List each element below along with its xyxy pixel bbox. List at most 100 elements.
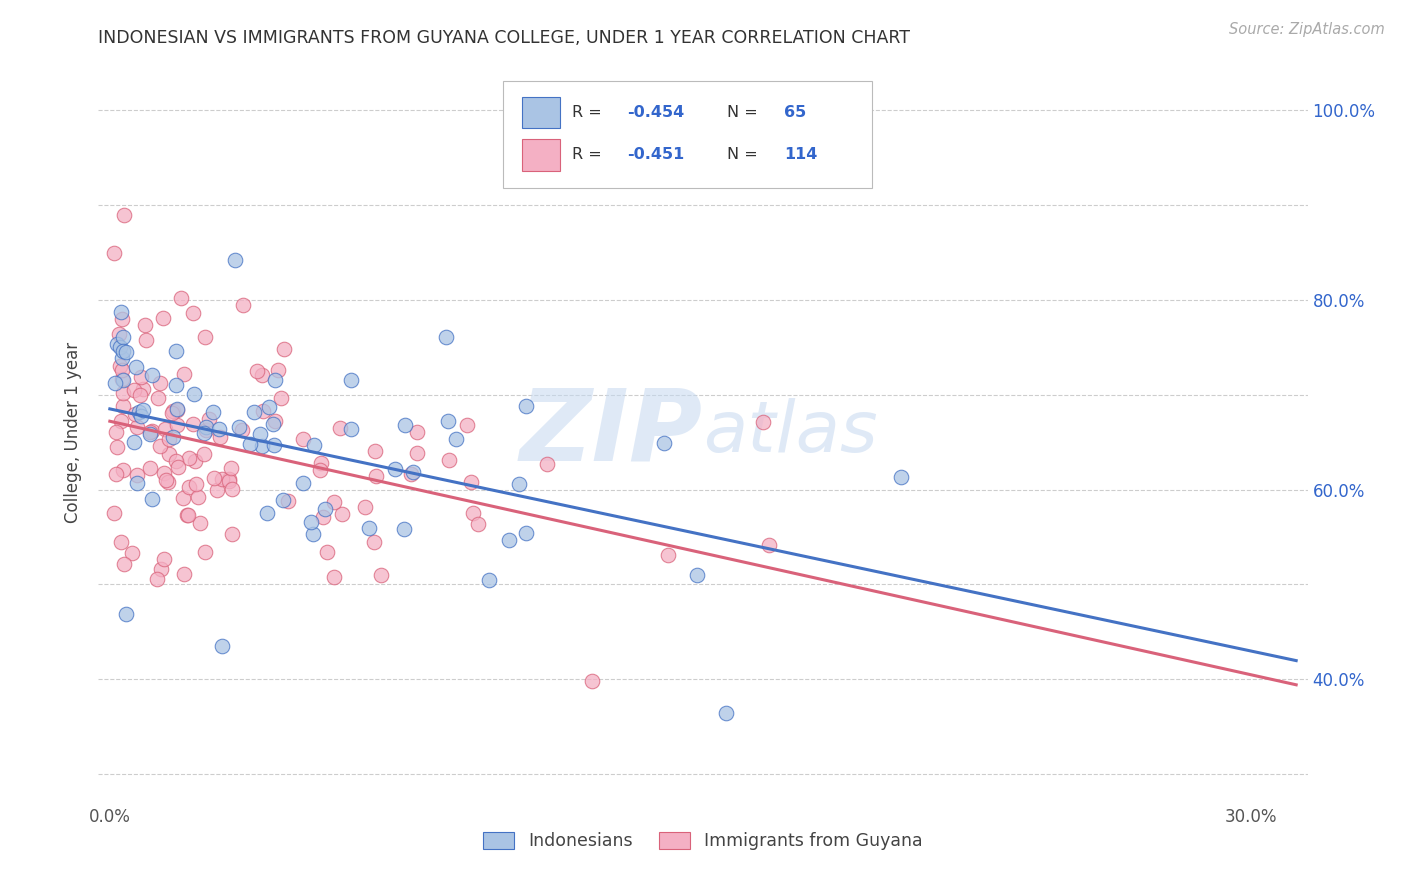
Point bbox=[155, 473, 177, 487]
Point bbox=[110, 535, 132, 549]
Point bbox=[228, 420, 250, 434]
Point bbox=[129, 388, 152, 402]
Point bbox=[131, 382, 153, 396]
Point bbox=[194, 420, 217, 434]
Text: Source: ZipAtlas.com: Source: ZipAtlas.com bbox=[1229, 22, 1385, 37]
Point bbox=[460, 475, 482, 489]
Point bbox=[316, 545, 339, 559]
Point bbox=[149, 376, 172, 391]
Point bbox=[162, 404, 184, 418]
Point bbox=[245, 364, 267, 378]
Point bbox=[105, 467, 128, 481]
Point bbox=[211, 472, 233, 486]
Point bbox=[221, 527, 243, 541]
Point bbox=[208, 422, 231, 436]
Point bbox=[128, 405, 150, 419]
Point bbox=[758, 539, 780, 553]
Point bbox=[685, 568, 707, 582]
Point bbox=[160, 406, 183, 420]
Text: -0.454: -0.454 bbox=[627, 105, 685, 120]
Point bbox=[402, 465, 425, 479]
Point bbox=[339, 373, 361, 387]
Text: -0.451: -0.451 bbox=[627, 147, 685, 162]
Text: atlas: atlas bbox=[703, 398, 877, 467]
Point bbox=[437, 415, 460, 429]
Point bbox=[152, 467, 174, 481]
Point bbox=[291, 475, 314, 490]
Point bbox=[329, 420, 352, 434]
Point bbox=[195, 423, 218, 437]
Point bbox=[267, 363, 290, 377]
Point bbox=[121, 546, 143, 560]
Point bbox=[370, 568, 392, 582]
Point bbox=[103, 246, 125, 260]
Point bbox=[221, 460, 243, 475]
Point bbox=[166, 403, 188, 417]
Point bbox=[146, 391, 169, 405]
Point bbox=[129, 409, 152, 423]
Point bbox=[166, 459, 188, 474]
Point bbox=[108, 340, 131, 354]
Point bbox=[309, 463, 332, 477]
Point bbox=[157, 447, 180, 461]
Point bbox=[165, 378, 187, 392]
Point bbox=[107, 337, 129, 351]
Point bbox=[231, 423, 253, 437]
Point bbox=[193, 447, 215, 461]
Point bbox=[149, 439, 172, 453]
Point bbox=[224, 253, 246, 268]
Point bbox=[111, 385, 134, 400]
Point bbox=[194, 545, 217, 559]
Point bbox=[125, 420, 148, 434]
Point bbox=[291, 432, 314, 446]
Text: N =: N = bbox=[727, 147, 763, 162]
Point bbox=[467, 516, 489, 531]
Point bbox=[181, 306, 204, 320]
Point bbox=[262, 417, 284, 432]
Point bbox=[172, 491, 194, 505]
Point bbox=[232, 298, 254, 312]
Point bbox=[127, 468, 149, 483]
Point bbox=[314, 502, 336, 516]
Point bbox=[256, 506, 278, 520]
Point bbox=[141, 368, 163, 382]
Point bbox=[188, 516, 211, 530]
Point bbox=[201, 405, 224, 419]
Point bbox=[221, 482, 243, 496]
Y-axis label: College, Under 1 year: College, Under 1 year bbox=[65, 342, 83, 524]
Point bbox=[263, 414, 285, 428]
Point bbox=[312, 509, 335, 524]
Point bbox=[437, 453, 460, 467]
Point bbox=[112, 557, 135, 571]
Point bbox=[264, 373, 287, 387]
Point bbox=[104, 425, 127, 439]
Point bbox=[340, 422, 363, 436]
Point bbox=[444, 432, 467, 446]
Point bbox=[250, 368, 273, 382]
Point bbox=[183, 386, 205, 401]
Point bbox=[105, 440, 128, 454]
Point bbox=[218, 474, 240, 488]
Point bbox=[263, 437, 285, 451]
Point bbox=[218, 472, 240, 486]
Point bbox=[271, 493, 294, 508]
Point bbox=[110, 414, 132, 428]
Point bbox=[127, 476, 149, 491]
Point bbox=[252, 403, 274, 417]
FancyBboxPatch shape bbox=[522, 139, 561, 170]
Point bbox=[302, 526, 325, 541]
Text: N =: N = bbox=[727, 105, 763, 120]
Point bbox=[890, 470, 912, 484]
FancyBboxPatch shape bbox=[503, 81, 872, 188]
Point bbox=[299, 515, 322, 529]
Text: 114: 114 bbox=[785, 147, 817, 162]
Point bbox=[111, 372, 134, 386]
Point bbox=[108, 359, 131, 374]
Point bbox=[112, 373, 135, 387]
Point bbox=[115, 607, 138, 622]
Point bbox=[478, 573, 501, 587]
Point bbox=[112, 330, 135, 344]
Point bbox=[657, 548, 679, 562]
Point bbox=[165, 453, 187, 467]
Text: ZIP: ZIP bbox=[520, 384, 703, 481]
